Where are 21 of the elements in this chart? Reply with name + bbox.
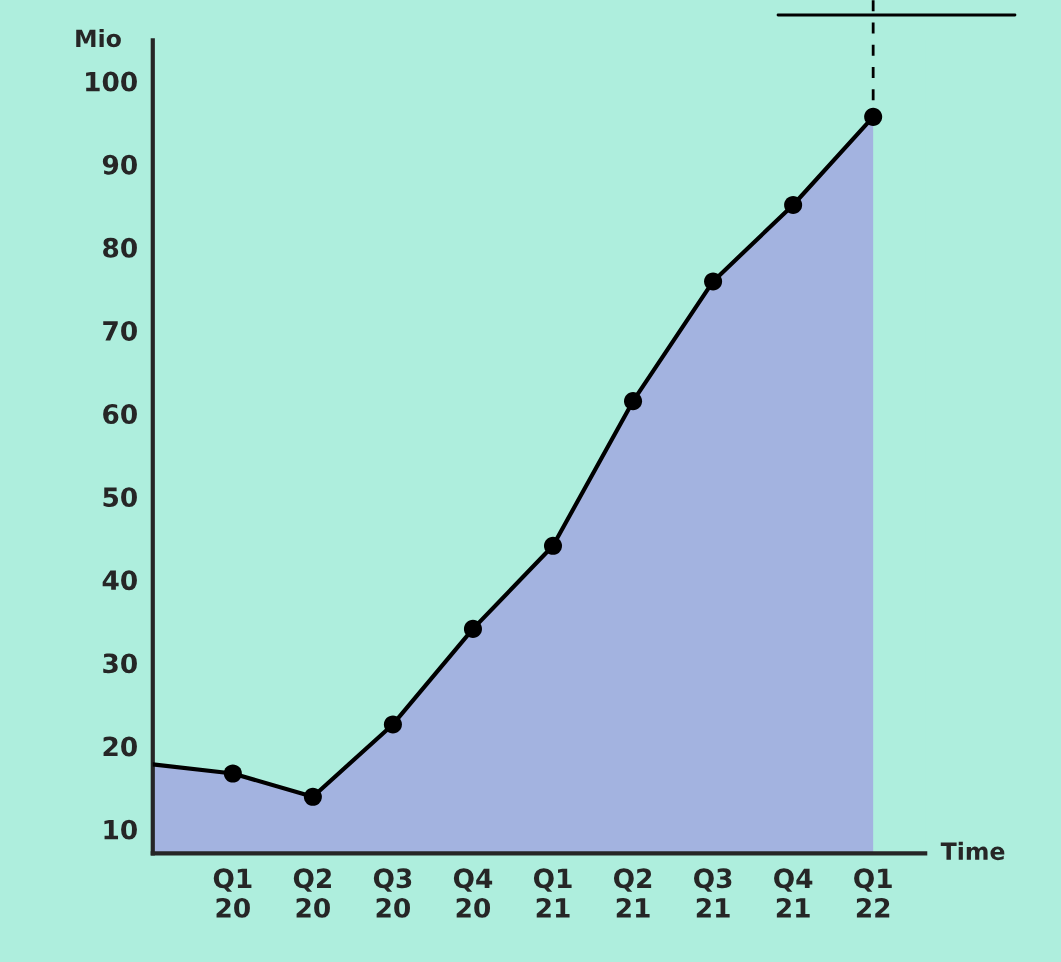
y-tick-label: 40 — [102, 570, 137, 591]
x-tick-label: Q4 21 — [774, 868, 813, 918]
y-tick-label: 100 — [86, 71, 137, 92]
x-tick-label: Q1 22 — [854, 868, 892, 918]
y-tick-label: 60 — [103, 404, 137, 424]
y-tick-label: 90 — [102, 154, 137, 175]
x-tick-label: Q2 21 — [613, 868, 652, 918]
y-tick-label: 50 — [103, 487, 137, 508]
y-tick-label: 10 — [104, 819, 137, 840]
y-tick-label: 70 — [103, 320, 137, 341]
x-axis-title: Time — [940, 841, 1005, 861]
y-tick-label: 30 — [103, 653, 137, 674]
x-tick-label: Q4 20 — [453, 868, 493, 918]
y-tick-label: 80 — [103, 237, 137, 258]
y-tick-label: 20 — [103, 736, 137, 757]
x-tick-label: Q3 21 — [694, 868, 732, 918]
y-axis-title: Mio — [76, 28, 121, 48]
x-tick-label: Q1 21 — [533, 868, 572, 918]
x-tick-label: Q3 20 — [373, 868, 412, 918]
x-tick-label: Q2 20 — [293, 868, 331, 918]
x-tick-label: Q1 20 — [213, 868, 252, 918]
